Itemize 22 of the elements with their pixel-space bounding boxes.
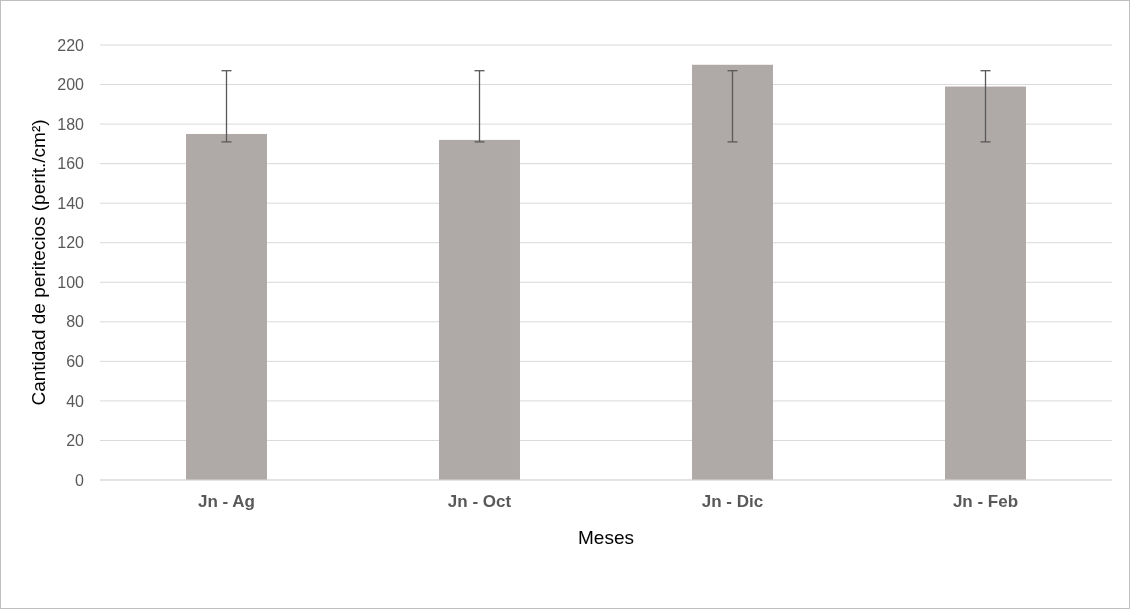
- y-tick-label: 80: [66, 313, 85, 331]
- x-tick-label: Jn - Ag: [198, 492, 255, 511]
- y-tick-label: 0: [75, 471, 85, 489]
- y-tick-label: 100: [57, 273, 85, 291]
- y-tick-label: 120: [57, 234, 85, 252]
- y-tick-label: 60: [66, 352, 85, 370]
- y-tick-label: 180: [57, 115, 85, 133]
- bar: [186, 133, 267, 480]
- x-tick-label: Jn - Feb: [952, 492, 1019, 511]
- y-tick-label: 200: [57, 76, 85, 94]
- y-axis-title: Cantidad de peritecios (perit./cm²): [28, 119, 49, 406]
- y-tick-label: 20: [66, 432, 85, 450]
- x-tick-label: Jn - Oct: [447, 492, 512, 511]
- x-axis-title: Meses: [578, 527, 634, 548]
- y-tick-label: 40: [66, 392, 85, 410]
- bar: [945, 86, 1026, 480]
- bar: [439, 139, 520, 480]
- y-tick-label: 220: [57, 36, 85, 54]
- bar: [692, 64, 773, 480]
- y-tick-label: 160: [57, 155, 85, 173]
- x-tick-label: Jn - Dic: [701, 492, 764, 511]
- y-tick-label: 140: [57, 194, 85, 212]
